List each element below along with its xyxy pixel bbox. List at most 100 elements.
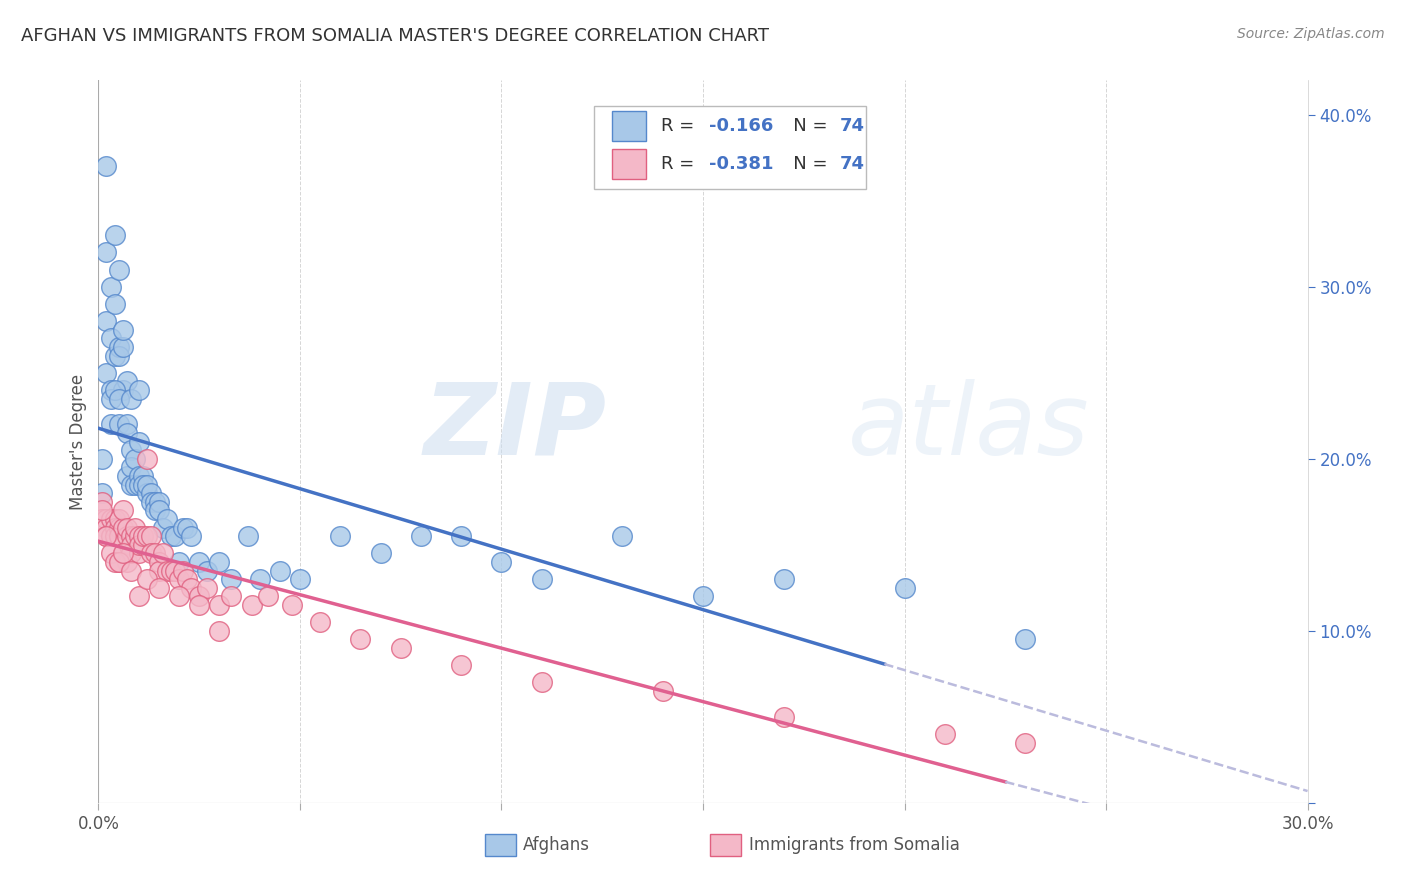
Point bbox=[172, 520, 194, 534]
Point bbox=[111, 340, 134, 354]
Point bbox=[188, 598, 211, 612]
Point bbox=[135, 572, 157, 586]
Point bbox=[195, 581, 218, 595]
Point bbox=[115, 555, 138, 569]
Point bbox=[176, 572, 198, 586]
Point bbox=[167, 572, 190, 586]
Point bbox=[772, 572, 794, 586]
Point bbox=[188, 555, 211, 569]
Point bbox=[309, 615, 332, 630]
Point bbox=[124, 477, 146, 491]
Point bbox=[208, 555, 231, 569]
Point bbox=[288, 572, 311, 586]
Point bbox=[132, 538, 155, 552]
Point bbox=[156, 512, 179, 526]
Point bbox=[370, 546, 392, 560]
Point bbox=[389, 640, 412, 655]
Point bbox=[103, 520, 125, 534]
Point bbox=[120, 443, 142, 458]
Text: 74: 74 bbox=[839, 155, 865, 173]
Point bbox=[163, 564, 186, 578]
Point bbox=[934, 727, 956, 741]
Point bbox=[132, 477, 155, 491]
Point bbox=[103, 555, 125, 569]
Point bbox=[120, 538, 142, 552]
Point bbox=[236, 529, 259, 543]
Point bbox=[128, 546, 150, 560]
Point bbox=[100, 546, 122, 560]
Point bbox=[111, 546, 134, 560]
Text: R =: R = bbox=[661, 155, 700, 173]
Point bbox=[148, 581, 170, 595]
Point bbox=[128, 469, 150, 483]
Point bbox=[530, 572, 553, 586]
Point bbox=[176, 520, 198, 534]
Point bbox=[107, 529, 129, 543]
Point bbox=[128, 538, 150, 552]
Point bbox=[1014, 632, 1036, 647]
Point bbox=[96, 159, 118, 173]
Point bbox=[96, 529, 118, 543]
FancyBboxPatch shape bbox=[595, 105, 866, 189]
Point bbox=[167, 555, 190, 569]
Point bbox=[107, 512, 129, 526]
Point bbox=[208, 624, 231, 638]
Point bbox=[111, 383, 134, 397]
Point bbox=[100, 417, 122, 432]
Point bbox=[103, 297, 125, 311]
Point bbox=[107, 349, 129, 363]
Point bbox=[148, 503, 170, 517]
Point bbox=[91, 486, 114, 500]
Point bbox=[143, 494, 166, 508]
Point bbox=[893, 581, 915, 595]
Point bbox=[135, 486, 157, 500]
Point bbox=[120, 529, 142, 543]
Point bbox=[221, 572, 243, 586]
Point bbox=[111, 546, 134, 560]
Point bbox=[120, 392, 142, 406]
Text: -0.166: -0.166 bbox=[709, 117, 773, 135]
Point bbox=[163, 529, 186, 543]
Point bbox=[103, 529, 125, 543]
Point bbox=[135, 451, 157, 466]
Point bbox=[409, 529, 432, 543]
Point bbox=[96, 512, 118, 526]
FancyBboxPatch shape bbox=[613, 149, 647, 179]
Point bbox=[172, 564, 194, 578]
Point bbox=[115, 469, 138, 483]
Point bbox=[96, 529, 118, 543]
Point bbox=[491, 555, 513, 569]
Point bbox=[103, 228, 125, 243]
Point bbox=[107, 392, 129, 406]
Point bbox=[132, 469, 155, 483]
Point bbox=[195, 564, 218, 578]
Point bbox=[128, 590, 150, 604]
Point bbox=[160, 564, 183, 578]
Point bbox=[107, 520, 129, 534]
FancyBboxPatch shape bbox=[613, 111, 647, 141]
Point bbox=[139, 546, 162, 560]
Text: Immigrants from Somalia: Immigrants from Somalia bbox=[749, 836, 960, 854]
Text: Source: ZipAtlas.com: Source: ZipAtlas.com bbox=[1237, 27, 1385, 41]
Point bbox=[139, 529, 162, 543]
Point bbox=[152, 520, 174, 534]
Text: 74: 74 bbox=[839, 117, 865, 135]
Point bbox=[143, 503, 166, 517]
Point bbox=[256, 590, 278, 604]
Point bbox=[107, 340, 129, 354]
Point bbox=[249, 572, 271, 586]
Point bbox=[349, 632, 371, 647]
Point bbox=[160, 529, 183, 543]
Text: atlas: atlas bbox=[848, 378, 1090, 475]
Point bbox=[111, 520, 134, 534]
Point bbox=[148, 494, 170, 508]
Point bbox=[120, 460, 142, 475]
Point bbox=[115, 425, 138, 440]
Point bbox=[115, 520, 138, 534]
Point bbox=[180, 529, 202, 543]
Point bbox=[651, 684, 673, 698]
Point bbox=[120, 546, 142, 560]
Text: AFGHAN VS IMMIGRANTS FROM SOMALIA MASTER'S DEGREE CORRELATION CHART: AFGHAN VS IMMIGRANTS FROM SOMALIA MASTER… bbox=[21, 27, 769, 45]
Point bbox=[450, 658, 472, 673]
Text: -0.381: -0.381 bbox=[709, 155, 773, 173]
